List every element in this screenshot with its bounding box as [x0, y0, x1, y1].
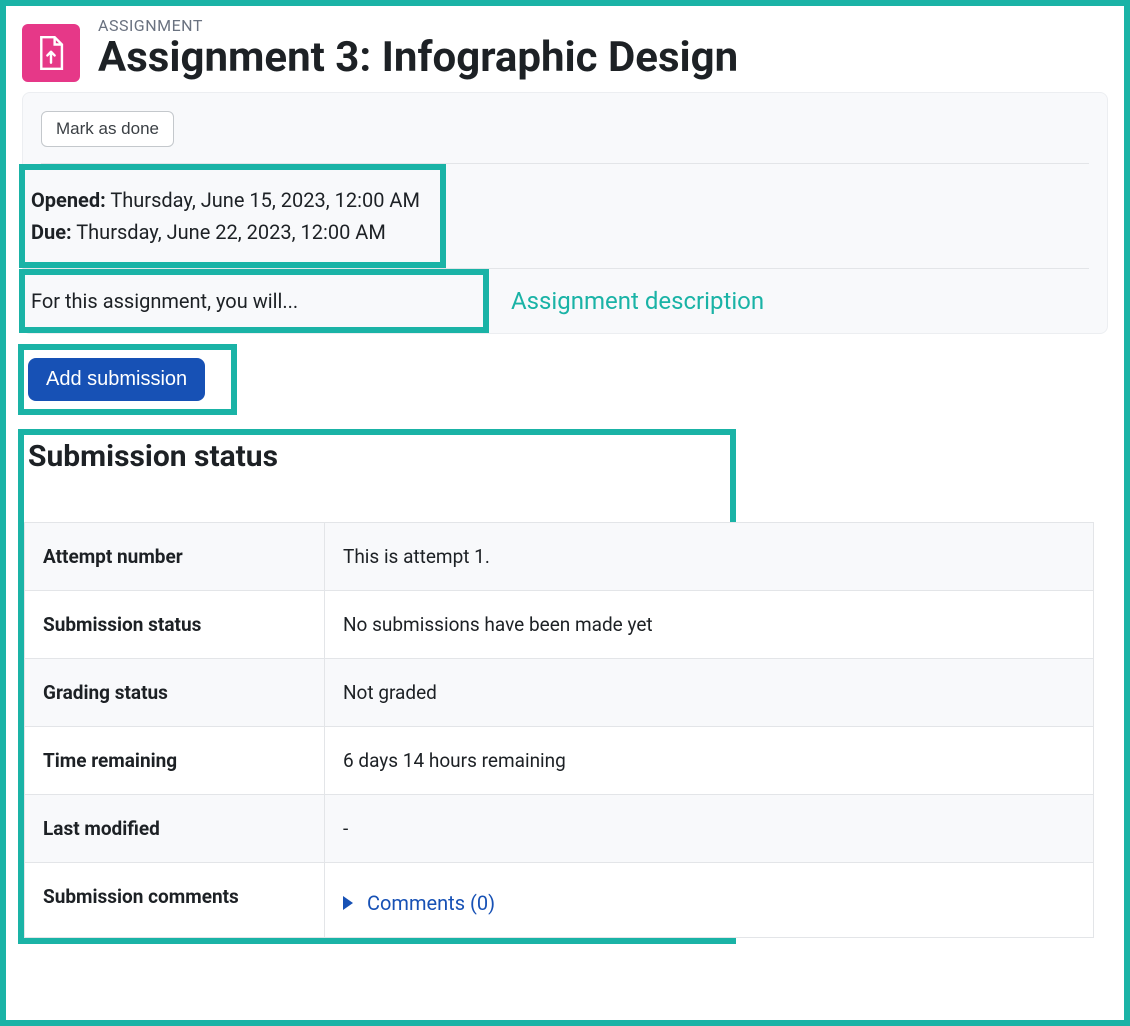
opened-label: Opened: [31, 188, 106, 212]
due-line: Due: Thursday, June 22, 2023, 12:00 AM [31, 216, 420, 248]
comments-link-text: Comments (0) [367, 891, 495, 915]
page-frame: ASSIGNMENT Assignment 3: Infographic Des… [0, 0, 1130, 1026]
comments-link[interactable]: Comments (0) [343, 891, 495, 915]
row-label: Submission status [25, 591, 325, 659]
due-label: Due: [31, 220, 72, 244]
row-label: Last modified [25, 795, 325, 863]
row-value: - [325, 795, 1094, 863]
description-highlight: For this assignment, you will... [19, 269, 489, 333]
table-row: Submission comments Comments (0) [25, 863, 1094, 938]
assignment-icon [22, 24, 80, 82]
table-row: Submission status No submissions have be… [25, 591, 1094, 659]
due-value: Thursday, June 22, 2023, 12:00 AM [76, 220, 386, 244]
page-title: Assignment 3: Infographic Design [98, 35, 1108, 81]
submission-status-table: Attempt number This is attempt 1. Submis… [24, 522, 1094, 938]
add-submission-highlight: Add submission [18, 344, 237, 415]
table-row: Last modified - [25, 795, 1094, 863]
description-annotation: Assignment description [493, 269, 764, 333]
row-value: 6 days 14 hours remaining [325, 727, 1094, 795]
submission-status-heading: Submission status [28, 439, 730, 474]
row-label: Submission comments [25, 863, 325, 938]
row-value: Comments (0) [325, 863, 1094, 938]
mark-as-done-button[interactable]: Mark as done [41, 111, 174, 147]
page-header: ASSIGNMENT Assignment 3: Infographic Des… [22, 16, 1108, 82]
row-value: Not graded [325, 659, 1094, 727]
submission-status-highlight: Submission status Attempt number This is… [18, 429, 736, 944]
assignment-panel: Mark as done Opened: Thursday, June 15, … [22, 92, 1108, 334]
row-label: Attempt number [25, 523, 325, 591]
description-snippet: For this assignment, you will... [31, 289, 298, 313]
triangle-right-icon [343, 896, 353, 910]
row-value: This is attempt 1. [325, 523, 1094, 591]
dates-highlight: Opened: Thursday, June 15, 2023, 12:00 A… [19, 164, 446, 268]
row-value: No submissions have been made yet [325, 591, 1094, 659]
opened-line: Opened: Thursday, June 15, 2023, 12:00 A… [31, 184, 420, 216]
row-label: Grading status [25, 659, 325, 727]
row-label: Time remaining [25, 727, 325, 795]
table-row: Grading status Not graded [25, 659, 1094, 727]
table-row: Time remaining 6 days 14 hours remaining [25, 727, 1094, 795]
add-submission-button[interactable]: Add submission [28, 358, 205, 401]
table-row: Attempt number This is attempt 1. [25, 523, 1094, 591]
opened-value: Thursday, June 15, 2023, 12:00 AM [110, 188, 420, 212]
